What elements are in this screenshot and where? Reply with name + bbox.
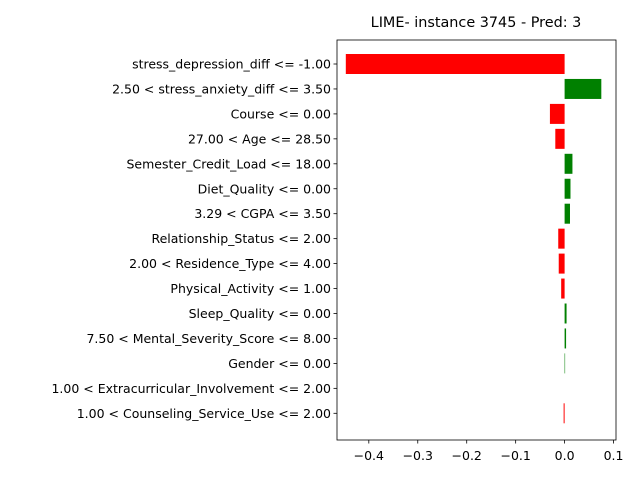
bar-8 <box>559 254 565 274</box>
x-tick-label: 0.1 <box>604 448 624 463</box>
y-tick-label: Diet_Quality <= 0.00 <box>198 181 331 196</box>
y-tick-label: 7.50 < Mental_Severity_Score <= 8.00 <box>86 331 331 346</box>
bar-2 <box>550 104 565 124</box>
y-tick-label: Semester_Credit_Load <= 18.00 <box>127 156 332 171</box>
bar-5 <box>565 179 571 199</box>
x-tick-label: −0.1 <box>500 448 530 463</box>
plot-frame <box>337 40 616 440</box>
x-ticks: −0.4 −0.3 −0.2 −0.1 0.0 0.1 <box>354 440 624 463</box>
bar-10 <box>565 304 567 324</box>
bar-3 <box>555 129 564 149</box>
bars-layer <box>346 54 602 423</box>
bar-6 <box>565 204 570 224</box>
bar-14 <box>564 403 565 423</box>
y-tick-label: Relationship_Status <= 2.00 <box>151 231 331 246</box>
bar-1 <box>565 79 602 99</box>
y-tick-label: Course <= 0.00 <box>231 106 331 121</box>
bar-7 <box>558 229 564 249</box>
x-tick-label: −0.4 <box>354 448 384 463</box>
y-tick-label: 2.00 < Residence_Type <= 4.00 <box>129 256 331 271</box>
y-tick-label: 27.00 < Age <= 28.50 <box>188 131 331 146</box>
chart-title: LIME- instance 3745 - Pred: 3 <box>371 15 582 31</box>
y-tick-label: Gender <= 0.00 <box>228 356 331 371</box>
x-tick-label: 0.0 <box>555 448 575 463</box>
y-tick-label: Sleep_Quality <= 0.00 <box>189 306 331 321</box>
x-tick-label: −0.2 <box>452 448 482 463</box>
bar-9 <box>561 279 564 299</box>
y-tick-label: 1.00 < Extracurricular_Involvement <= 2.… <box>51 381 331 396</box>
bar-0 <box>346 54 565 74</box>
y-tick-label: 3.29 < CGPA <= 3.50 <box>194 206 331 221</box>
x-tick-label: −0.3 <box>403 448 433 463</box>
y-tick-label: 1.00 < Counseling_Service_Use <= 2.00 <box>77 406 331 421</box>
y-tick-label: stress_depression_diff <= -1.00 <box>132 57 331 72</box>
bar-4 <box>565 154 573 174</box>
y-tick-label: 2.50 < stress_anxiety_diff <= 3.50 <box>112 81 331 96</box>
bar-11 <box>565 328 566 348</box>
y-tick-label: Physical_Activity <= 1.00 <box>170 281 331 296</box>
y-tick-labels: stress_depression_diff <= -1.00 2.50 < st… <box>51 57 337 421</box>
